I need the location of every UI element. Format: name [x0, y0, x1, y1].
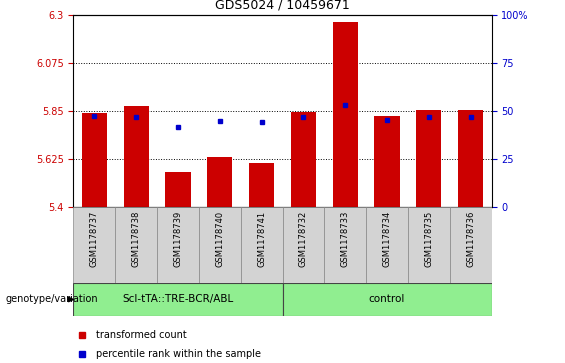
Title: GDS5024 / 10459671: GDS5024 / 10459671 [215, 0, 350, 12]
Bar [199, 207, 241, 283]
Bar [375, 116, 399, 207]
Bar [282, 283, 492, 316]
Text: GSM1178734: GSM1178734 [383, 211, 392, 267]
Text: transformed count: transformed count [97, 330, 187, 340]
Bar [82, 113, 107, 207]
Bar [324, 207, 366, 283]
Text: control: control [369, 294, 405, 305]
Bar [450, 207, 492, 283]
Text: GSM1178735: GSM1178735 [424, 211, 433, 267]
Text: genotype/variation: genotype/variation [6, 294, 98, 305]
Bar [416, 110, 441, 207]
Text: GSM1178737: GSM1178737 [90, 211, 99, 267]
Bar [166, 172, 190, 207]
Text: GSM1178733: GSM1178733 [341, 211, 350, 267]
Bar [207, 157, 232, 207]
Bar [157, 207, 199, 283]
Bar [291, 112, 316, 207]
Bar [458, 110, 483, 207]
Bar [333, 22, 358, 207]
Text: GSM1178739: GSM1178739 [173, 211, 182, 267]
Bar [282, 207, 324, 283]
Bar [73, 283, 282, 316]
Bar [366, 207, 408, 283]
Bar [73, 207, 115, 283]
Bar [408, 207, 450, 283]
Text: GSM1178740: GSM1178740 [215, 211, 224, 267]
Text: GSM1178732: GSM1178732 [299, 211, 308, 267]
Text: GSM1178738: GSM1178738 [132, 211, 141, 267]
Bar [115, 207, 157, 283]
Bar [241, 207, 282, 283]
Text: GSM1178741: GSM1178741 [257, 211, 266, 267]
Text: GSM1178736: GSM1178736 [466, 211, 475, 267]
Bar [124, 106, 149, 207]
Bar [249, 163, 274, 207]
Text: percentile rank within the sample: percentile rank within the sample [97, 349, 262, 359]
Text: Scl-tTA::TRE-BCR/ABL: Scl-tTA::TRE-BCR/ABL [123, 294, 233, 305]
